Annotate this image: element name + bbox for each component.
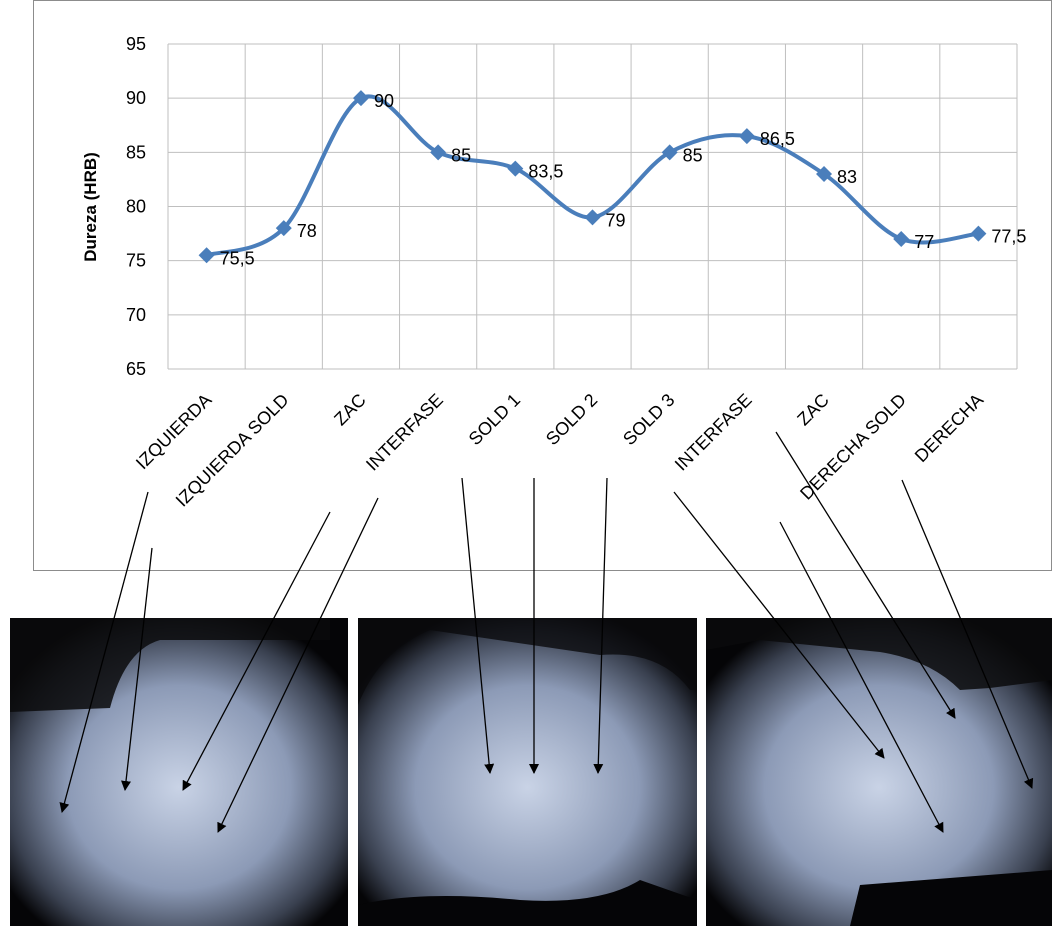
micrograph	[358, 618, 697, 926]
data-label: 79	[606, 210, 626, 230]
micrographs	[10, 618, 1052, 926]
data-label: 86,5	[760, 129, 795, 149]
y-tick-label: 90	[126, 88, 146, 108]
y-tick-label: 95	[126, 34, 146, 54]
y-tick-label: 85	[126, 142, 146, 162]
y-axis-title: Dureza (HRB)	[81, 152, 100, 262]
data-label: 75,5	[220, 248, 255, 268]
figure: 65707580859095IZQUIERDAIZQUIERDA SOLDZAC…	[0, 0, 1057, 926]
data-label: 83,5	[528, 162, 563, 182]
y-tick-label: 80	[126, 197, 146, 217]
data-label: 78	[297, 221, 317, 241]
data-label: 83	[837, 167, 857, 187]
y-tick-label: 70	[126, 305, 146, 325]
data-label: 85	[683, 145, 703, 165]
data-label: 90	[374, 91, 394, 111]
data-label: 77,5	[991, 227, 1026, 247]
y-tick-label: 75	[126, 251, 146, 271]
data-label: 77	[914, 232, 934, 252]
data-label: 85	[451, 145, 471, 165]
y-tick-label: 65	[126, 359, 146, 379]
page: {"chart_data": {"type": "line", "y_label…	[0, 0, 1057, 926]
